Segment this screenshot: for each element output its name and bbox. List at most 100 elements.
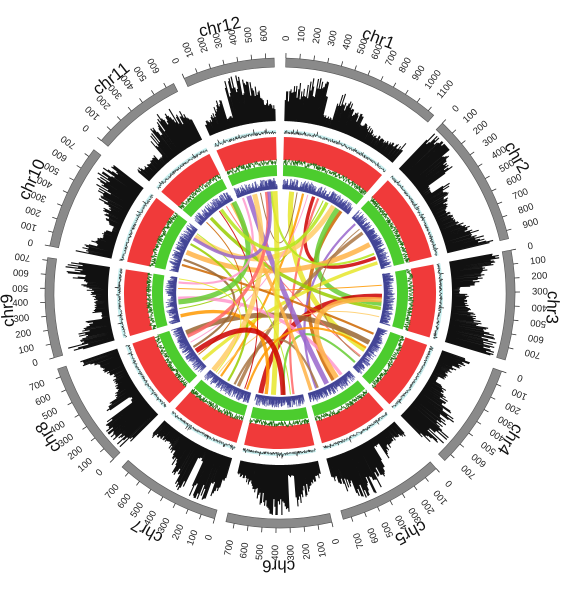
synteny-link: [211, 193, 265, 372]
tick-mark: [317, 524, 320, 530]
synteny-link: [190, 194, 309, 343]
red-band-chr7: [175, 391, 243, 443]
karyotype-band-chr10: [49, 149, 102, 249]
tick-label: 800: [397, 56, 414, 75]
tick-mark: [485, 175, 490, 179]
green-spikes-chr5: [314, 389, 368, 422]
green-band-chr3: [392, 269, 409, 330]
tick-mark: [389, 500, 393, 506]
cyan-line-chr2: [390, 175, 439, 256]
tick-label: 300: [481, 131, 500, 149]
tick-mark: [496, 383, 502, 387]
tick-mark: [341, 61, 344, 67]
tick-label: 400: [227, 29, 241, 47]
green-spikes-chr6: [249, 418, 310, 428]
synteny-link: [180, 310, 270, 395]
cyan-line-chr12: [214, 128, 277, 148]
synteny-link: [217, 310, 380, 375]
tick-label: 600: [145, 56, 162, 75]
green-spikes-chr12: [226, 158, 277, 176]
cyan-line-chr3: [432, 263, 445, 340]
tick-label: 600: [50, 146, 69, 164]
blue-histogram-chr10: [169, 223, 198, 273]
histogram-bars-chr2: [398, 133, 494, 254]
synteny-link: [196, 233, 291, 395]
tick-label: 0: [203, 534, 215, 542]
cyan-band-chr10: [120, 193, 154, 261]
tick-mark: [57, 203, 62, 207]
karyotype-band-track: [44, 57, 516, 529]
tick-mark: [435, 468, 440, 473]
tick-label: 100: [185, 529, 201, 548]
tick-label: 300: [211, 32, 225, 50]
tick-mark: [212, 518, 215, 524]
karyotype-band-chr2: [435, 122, 509, 242]
red-band-chr8: [132, 336, 186, 404]
tick-label: 300: [285, 545, 297, 561]
tick-mark: [469, 151, 475, 156]
tick-label: 200: [504, 400, 523, 417]
tick-label: 600: [369, 43, 385, 62]
histogram-bars-chr11: [137, 108, 203, 182]
synteny-link: [189, 243, 249, 382]
cyan-line-chr5: [322, 411, 388, 449]
tick-mark: [513, 262, 519, 265]
tick-mark: [468, 432, 473, 437]
tick-label: 700: [28, 378, 47, 394]
synteny-link: [178, 284, 382, 291]
tick-label: 600: [366, 526, 382, 545]
tick-mark: [106, 126, 111, 131]
tick-mark: [501, 370, 507, 374]
blue-histogram-chr3: [379, 272, 395, 326]
tick-mark: [483, 409, 489, 413]
synteny-link: [183, 258, 236, 348]
cyan-band-chr7: [170, 411, 236, 450]
histogram-bars-chr5: [326, 421, 406, 498]
tick-label: 300: [29, 188, 48, 204]
tick-label: 0: [170, 56, 182, 65]
synteny-link: [245, 326, 367, 390]
synteny-link: [303, 196, 377, 269]
tick-mark: [250, 54, 253, 60]
tick-label: 200: [170, 523, 186, 542]
green-spikes-chr7: [190, 388, 244, 421]
blue-histogram-chr9: [165, 276, 181, 325]
synteny-link: [186, 191, 270, 338]
green-band-chr9: [152, 273, 168, 329]
karyotype-band-chr5: [340, 461, 437, 520]
tick-mark: [160, 496, 164, 502]
tick-label: 700: [511, 186, 530, 202]
tick-mark: [513, 319, 519, 322]
tick-mark: [327, 57, 330, 63]
tick-mark: [350, 516, 354, 522]
cyan-line-chr9: [114, 268, 128, 338]
tick-mark: [425, 477, 429, 482]
tick-mark: [82, 426, 87, 430]
synteny-link: [314, 296, 382, 380]
green-band-chr1: [282, 165, 364, 205]
chromosome-label-chr6: chr6: [262, 556, 295, 575]
tick-mark: [116, 116, 121, 121]
tick-label: 100: [180, 40, 196, 59]
tick-mark: [377, 506, 380, 512]
blue-histogram-chr2: [351, 209, 392, 270]
red-band-chr3: [407, 264, 437, 338]
green-spikes-chr1: [283, 159, 367, 196]
karyotype-band-chr7: [121, 459, 218, 520]
synteny-links: [178, 190, 383, 396]
histogram-bars-chr12: [205, 75, 276, 136]
green-spikes-chr4: [371, 335, 405, 389]
blue-histogram-chr5: [307, 370, 356, 403]
karyotype-band-chr12: [183, 57, 275, 88]
cyan-line-chr10: [118, 194, 154, 261]
tick-label: 600: [238, 542, 251, 559]
karyotype-band-chr11: [100, 83, 179, 147]
karyotype-band-chr6: [225, 512, 333, 529]
tick-mark: [42, 259, 48, 261]
tick-mark: [232, 523, 235, 529]
green-spikes-chr10: [148, 212, 179, 267]
synteny-link: [219, 201, 329, 252]
tick-mark: [49, 357, 55, 360]
tick-mark: [48, 230, 54, 233]
